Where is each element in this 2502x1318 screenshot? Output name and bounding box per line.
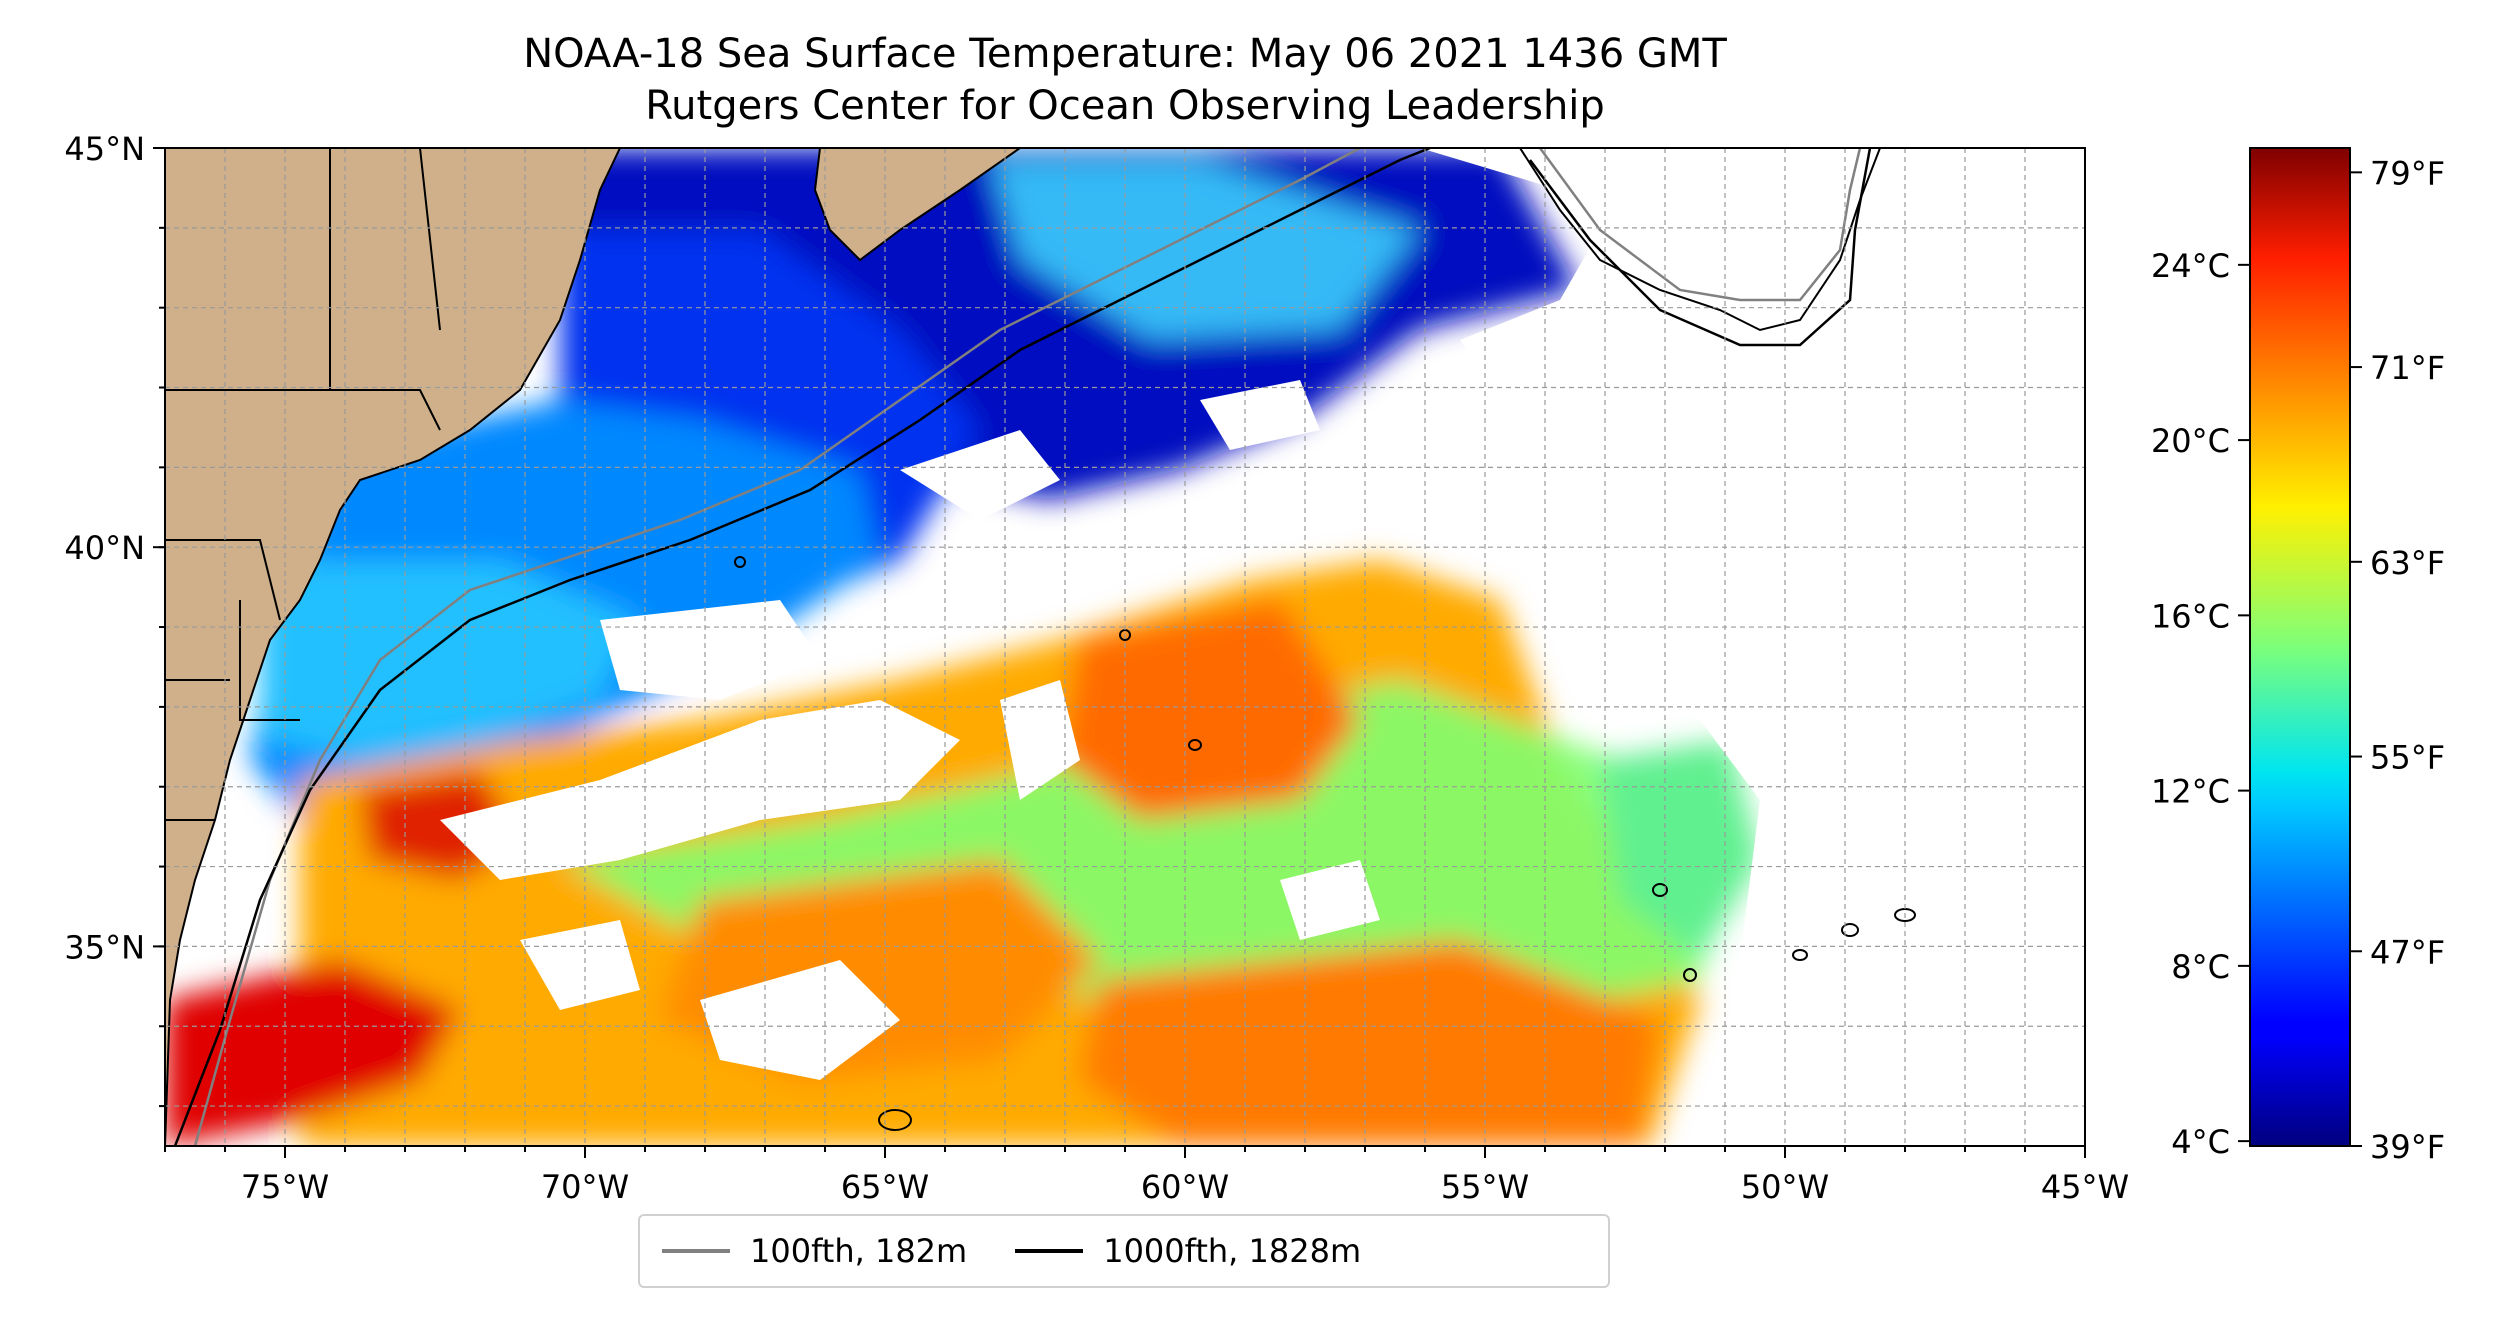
legend-swatch-100fth bbox=[662, 1249, 730, 1253]
colorbar-fahrenheit-label: 71°F bbox=[2370, 349, 2445, 387]
colorbar-gradient bbox=[2249, 147, 2351, 1147]
lon-ticks: 75°W 70°W 65°W 60°W 55°W 50°W 45°W bbox=[164, 1146, 2129, 1206]
lon-tick-label: 75°W bbox=[241, 1168, 329, 1206]
lon-tick-label: 70°W bbox=[541, 1168, 629, 1206]
colorbar-fahrenheit-label: 79°F bbox=[2370, 154, 2445, 192]
lat-tick-label: 35°N bbox=[64, 928, 145, 966]
state-borders bbox=[165, 148, 441, 821]
map-subtitle: Rutgers Center for Ocean Observing Leade… bbox=[645, 83, 1605, 129]
isobath-100fth-newfoundland bbox=[1538, 148, 1862, 302]
lat-tick-label: 45°N bbox=[64, 130, 145, 168]
colorbar-celsius-ticks: 4°C 8°C 12°C 16°C 20°C 24°C bbox=[2151, 247, 2250, 1161]
colorbar-fahrenheit-label: 47°F bbox=[2370, 933, 2445, 971]
colorbar-fahrenheit-label: 63°F bbox=[2370, 544, 2445, 582]
legend-label-100fth: 100fth, 182m bbox=[750, 1232, 968, 1270]
lon-tick-label: 60°W bbox=[1141, 1168, 1229, 1206]
colorbar-fahrenheit-label: 55°F bbox=[2370, 739, 2445, 777]
colorbar-celsius-label: 24°C bbox=[2151, 247, 2230, 285]
colorbar-celsius-label: 4°C bbox=[2171, 1123, 2230, 1161]
map-title: NOAA-18 Sea Surface Temperature: May 06 … bbox=[523, 31, 1727, 77]
lat-tick-label: 40°N bbox=[64, 529, 145, 567]
colorbar-celsius-label: 16°C bbox=[2151, 597, 2230, 635]
colorbar-fahrenheit-ticks: 39°F 47°F 55°F 63°F 71°F 79°F bbox=[2350, 154, 2445, 1166]
legend: 100fth, 182m 1000fth, 1828m bbox=[638, 1214, 1610, 1288]
colorbar-celsius-label: 8°C bbox=[2171, 948, 2230, 986]
colorbar: 4°C 8°C 12°C 16°C 20°C 24°C 39°F 47°F 55°F 63°F 7… bbox=[2151, 147, 2445, 1166]
legend-swatch-1000fth bbox=[1015, 1249, 1084, 1253]
legend-label-1000fth: 1000fth, 1828m bbox=[1103, 1232, 1362, 1270]
legend-item-1000fth: 1000fth, 1828m bbox=[1015, 1232, 1361, 1270]
seamounts bbox=[734, 556, 1916, 1131]
land-nova-scotia bbox=[813, 148, 1022, 262]
lat-ticks: 45°N 40°N 35°N bbox=[64, 130, 165, 1108]
lon-tick-label: 45°W bbox=[2041, 1168, 2129, 1206]
colorbar-celsius-label: 20°C bbox=[2151, 422, 2230, 460]
land-newfoundland bbox=[1518, 148, 1882, 332]
map-area bbox=[165, 148, 2085, 1146]
isobath-1000fth-newfoundland bbox=[1529, 148, 1872, 347]
gridlines bbox=[165, 148, 2085, 1146]
legend-item-100fth: 100fth, 182m bbox=[662, 1232, 967, 1270]
lon-tick-label: 55°W bbox=[1441, 1168, 1529, 1206]
cloud-mask bbox=[440, 148, 2085, 1146]
colorbar-celsius-label: 12°C bbox=[2151, 773, 2230, 811]
lon-tick-label: 65°W bbox=[841, 1168, 929, 1206]
lon-tick-label: 50°W bbox=[1741, 1168, 1829, 1206]
land-north-america bbox=[165, 148, 622, 1146]
colorbar-fahrenheit-label: 39°F bbox=[2370, 1128, 2445, 1166]
